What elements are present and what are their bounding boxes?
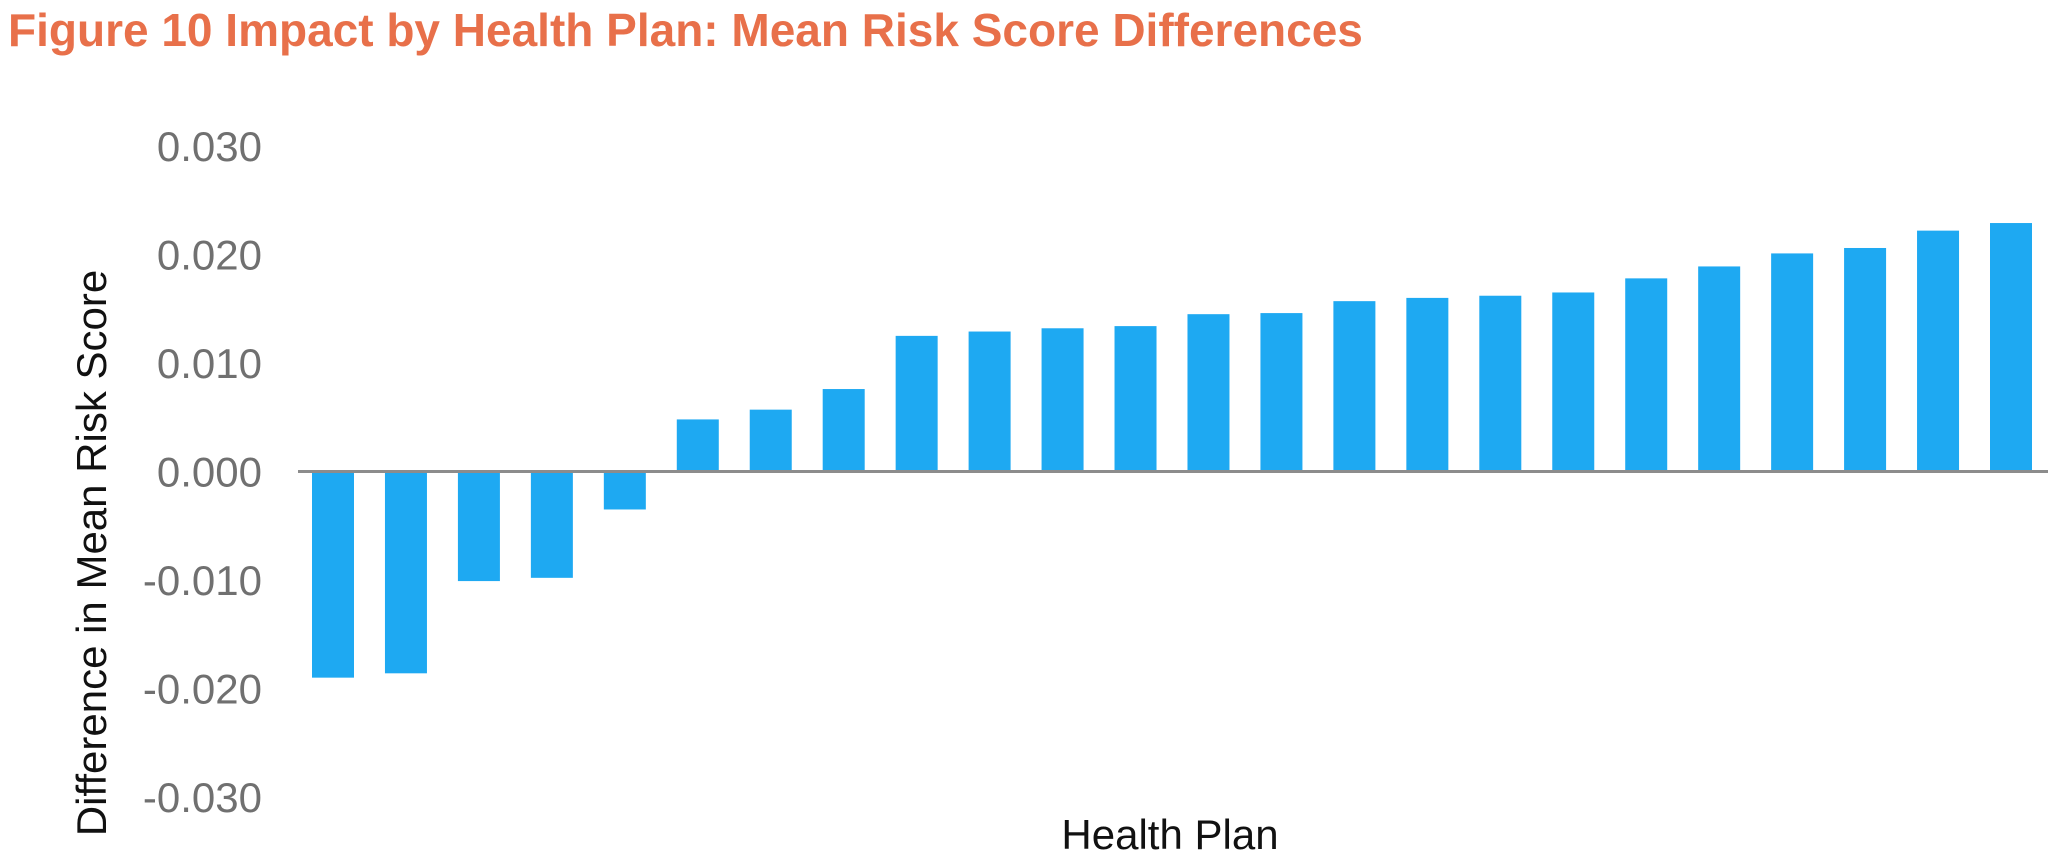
bar <box>1990 223 2032 472</box>
bar <box>1041 328 1084 472</box>
bar <box>1552 292 1595 472</box>
bar <box>1114 326 1157 472</box>
bar <box>822 389 865 472</box>
bar <box>1260 313 1303 472</box>
bar <box>1698 266 1741 472</box>
y-axis-label: Difference in Mean Risk Score <box>68 270 115 836</box>
chart-title: Figure 10 Impact by Health Plan: Mean Ri… <box>8 4 1363 56</box>
bar <box>530 471 573 578</box>
bar <box>676 419 719 472</box>
y-tick-label: 0.010 <box>157 340 262 387</box>
y-tick-label: 0.020 <box>157 232 262 279</box>
bar <box>312 471 354 678</box>
bar <box>1187 314 1230 472</box>
bar <box>1625 278 1668 472</box>
bar <box>603 471 646 510</box>
bar <box>1917 230 1960 472</box>
bar <box>895 335 938 472</box>
bar <box>1406 297 1449 472</box>
bar <box>457 471 500 582</box>
x-axis-label: Health Plan <box>1061 811 1278 858</box>
y-tick-label: 0.030 <box>157 123 262 170</box>
bar <box>1844 247 1887 472</box>
y-tick-label: -0.030 <box>143 774 262 821</box>
bar <box>749 409 792 472</box>
bar <box>1333 301 1376 472</box>
y-axis-ticks: 0.030 0.020 0.010 0.000 -0.010 -0.020 -0.030 <box>143 123 262 821</box>
bar <box>968 331 1011 472</box>
bar-series <box>312 223 2032 678</box>
bar <box>1771 253 1814 472</box>
bar <box>1479 295 1522 472</box>
y-tick-label: -0.020 <box>143 666 262 713</box>
y-tick-label: -0.010 <box>143 557 262 604</box>
bar <box>384 471 427 674</box>
y-tick-label: 0.000 <box>157 449 262 496</box>
